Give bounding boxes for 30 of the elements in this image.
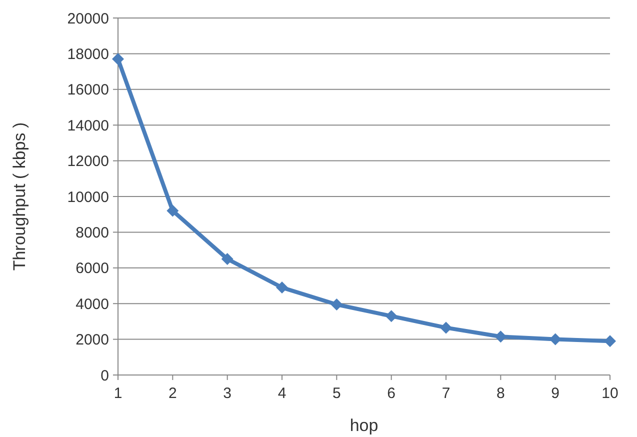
y-tick-label: 18000	[67, 46, 109, 63]
y-tick-label: 6000	[76, 260, 109, 278]
y-tick-label: 10000	[67, 188, 109, 206]
x-tick-label: 4	[278, 385, 286, 402]
y-axis-title: Throughput ( kbps )	[10, 122, 29, 271]
point	[166, 204, 179, 217]
x-tick-label: 6	[387, 385, 396, 402]
y-tick-label: 4000	[76, 296, 109, 313]
x-tick-label: 5	[332, 385, 341, 402]
point	[221, 252, 234, 265]
x-tick-label: 8	[496, 385, 505, 402]
y-tick-label: 8000	[76, 224, 109, 242]
x-axis-title: hop	[350, 416, 378, 435]
x-tick-label: 3	[223, 385, 232, 402]
x-tick-label: 1	[114, 385, 122, 402]
point	[112, 53, 124, 66]
y-tick-label: 12000	[67, 153, 109, 170]
x-tick-label: 10	[602, 385, 618, 402]
point	[330, 298, 343, 310]
y-tick-label: 16000	[67, 82, 109, 99]
x-tick-label: 9	[551, 385, 560, 402]
point	[440, 322, 452, 334]
y-tick-label: 0	[100, 367, 109, 384]
x-tick-label: 2	[168, 385, 177, 402]
point	[385, 310, 398, 322]
y-tick-label: 2000	[76, 332, 109, 349]
y-tick-label: 20000	[67, 10, 109, 28]
y-tick-label: 14000	[67, 117, 109, 134]
x-tick-label: 7	[442, 385, 450, 402]
point	[276, 282, 288, 294]
